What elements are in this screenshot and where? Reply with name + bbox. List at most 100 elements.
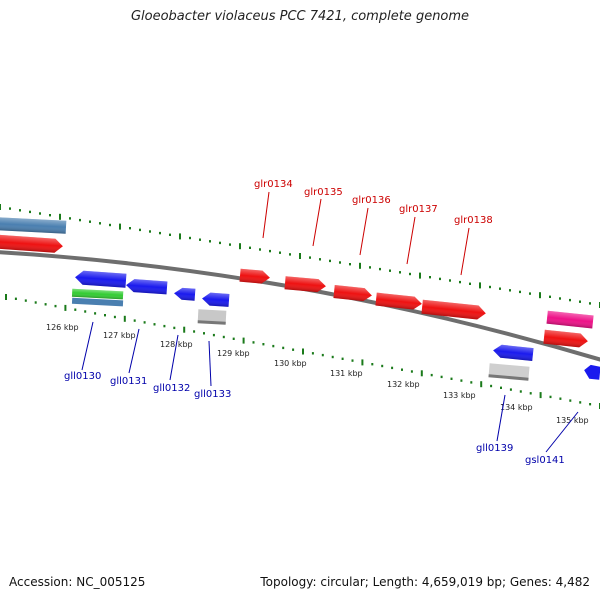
genome-backbone — [0, 250, 600, 362]
gene-label[interactable]: gll0130 — [64, 371, 101, 382]
gene-gll0131[interactable]: gll0131 — [110, 279, 168, 387]
minor-tick — [559, 297, 561, 300]
minor-tick — [69, 217, 71, 220]
minor-tick — [44, 303, 47, 306]
minor-tick — [24, 299, 27, 302]
feature-blue-edge[interactable] — [583, 364, 600, 380]
gene-glr0138[interactable] — [421, 299, 486, 321]
minor-tick — [369, 266, 371, 269]
major-tick — [361, 359, 364, 366]
feature-green[interactable] — [71, 288, 124, 300]
minor-tick — [351, 359, 354, 362]
gene-label[interactable]: gll0133 — [194, 389, 231, 400]
major-tick — [119, 223, 121, 230]
minor-tick — [249, 246, 251, 249]
minor-tick — [549, 295, 551, 298]
gene-gll0139[interactable]: gll0139 — [476, 344, 534, 454]
gene-leader-line — [545, 411, 579, 453]
feature-gray-2[interactable] — [488, 363, 530, 381]
minor-tick — [500, 386, 502, 389]
minor-tick — [440, 375, 443, 379]
minor-tick — [74, 308, 77, 311]
minor-tick — [349, 263, 351, 266]
minor-tick — [203, 332, 205, 335]
gene-label[interactable]: glr0138 — [454, 215, 493, 226]
minor-tick — [509, 289, 511, 292]
minor-tick — [579, 401, 582, 404]
gene-leader-line — [128, 328, 140, 374]
minor-tick — [321, 353, 324, 357]
minor-tick — [14, 297, 17, 300]
minor-tick — [282, 346, 285, 350]
minor-tick — [54, 304, 57, 308]
feature-magenta[interactable] — [546, 310, 594, 329]
major-tick — [242, 337, 245, 344]
minor-tick — [104, 314, 106, 317]
minor-tick — [450, 377, 453, 380]
gene-leader-line — [496, 394, 506, 442]
gene-leader-line — [81, 321, 94, 371]
minor-tick — [509, 388, 512, 391]
minor-tick — [339, 261, 341, 264]
minor-tick — [569, 399, 572, 402]
minor-tick — [371, 363, 374, 366]
gene-label[interactable]: glr0137 — [399, 204, 438, 215]
major-tick — [299, 253, 301, 259]
gene-gsl0141[interactable]: gsl0141 — [525, 411, 579, 466]
scale-label: 126 kbp — [46, 323, 79, 332]
major-tick — [5, 294, 7, 300]
minor-tick — [470, 381, 473, 384]
minor-tick — [9, 207, 11, 210]
major-tick — [420, 370, 423, 377]
minor-tick — [460, 379, 463, 382]
major-tick — [64, 304, 67, 311]
minor-tick — [209, 240, 211, 243]
gene-leader-line — [262, 191, 270, 239]
minor-tick — [159, 231, 161, 235]
genes: glr0134 glr0135 glr0136 glr0137 glr0138 gll01… — [64, 179, 579, 466]
feature-red-right[interactable] — [543, 329, 588, 349]
gene-label[interactable]: glr0135 — [304, 187, 343, 198]
minor-tick — [490, 384, 493, 388]
gene-label[interactable]: gsl0141 — [525, 455, 565, 466]
gene-glr0136[interactable] — [333, 285, 372, 302]
gene-label[interactable]: glr0134 — [254, 179, 293, 190]
gene-glr0134[interactable] — [239, 268, 270, 285]
major-tick — [359, 262, 361, 269]
gene-label[interactable]: gll0131 — [110, 376, 147, 387]
major-tick — [302, 348, 304, 355]
gene-gll0130[interactable]: gll0130 — [64, 270, 127, 382]
gene-glr0137[interactable] — [375, 292, 422, 311]
major-tick — [419, 272, 421, 279]
feature-steelblue-small[interactable] — [71, 297, 124, 307]
minor-tick — [389, 269, 391, 272]
gene-gll0132[interactable]: gll0132 — [153, 287, 196, 394]
minor-tick — [569, 298, 571, 302]
major-tick — [239, 243, 241, 250]
minor-tick — [89, 220, 91, 223]
minor-tick — [469, 282, 471, 285]
minor-tick — [279, 251, 281, 254]
gene-glr0135[interactable] — [284, 276, 327, 293]
scale-label: 135 kbp — [556, 416, 589, 425]
minor-tick — [289, 253, 291, 256]
feature-red-top-left[interactable] — [0, 234, 63, 254]
minor-tick — [163, 324, 166, 328]
gene-label[interactable]: glr0136 — [352, 195, 391, 206]
minor-tick — [329, 259, 331, 263]
gene-gll0133[interactable]: gll0133 — [194, 292, 231, 400]
minor-tick — [19, 209, 21, 212]
gene-label[interactable]: gll0139 — [476, 443, 513, 454]
feature-steelblue-top-left[interactable] — [0, 217, 67, 234]
major-tick — [539, 292, 541, 299]
gene-label[interactable]: gll0132 — [153, 383, 190, 394]
genome-summary-text: Topology: circular; Length: 4,659,019 bp… — [260, 575, 590, 589]
minor-tick — [489, 285, 491, 289]
minor-tick — [219, 241, 221, 245]
major-tick — [0, 204, 1, 210]
minor-tick — [319, 258, 321, 261]
minor-tick — [549, 395, 552, 399]
major-tick — [183, 326, 186, 333]
feature-gray-1[interactable] — [197, 309, 227, 325]
minor-tick — [173, 326, 176, 330]
